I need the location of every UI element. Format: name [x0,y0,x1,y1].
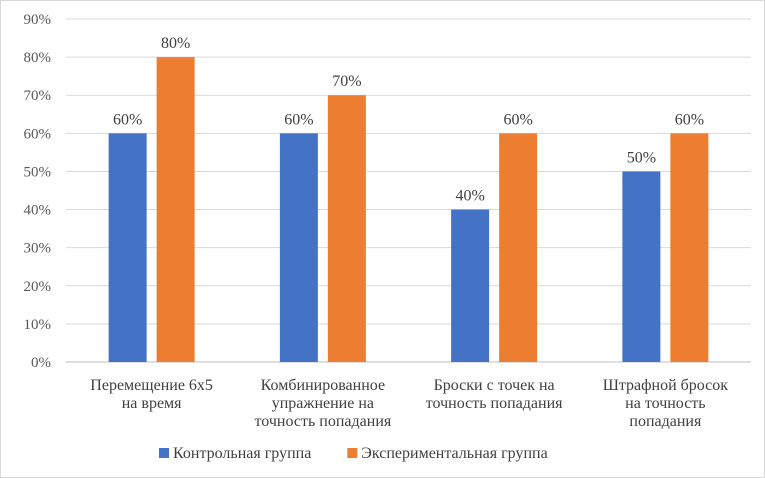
y-tick-label: 0% [31,355,51,371]
legend-label: Экспериментальная группа [361,445,547,462]
bar [670,133,709,362]
x-tick-label: Комбинированное упражнение на точность поп… [255,377,392,430]
y-tick-label: 50% [24,164,52,180]
y-tick-label: 40% [24,203,52,219]
bar [108,133,147,362]
data-label: 50% [627,149,656,166]
y-tick-label: 20% [24,279,52,295]
data-label: 60% [675,111,704,128]
bar [451,209,490,362]
data-label: 40% [455,188,484,205]
y-tick-label: 60% [24,126,52,142]
bar [499,133,538,362]
x-tick-label: Штрафной бросок на точность попадания [603,377,729,430]
bar [156,57,195,362]
bar [622,171,661,362]
y-tick-label: 70% [24,88,52,104]
data-label: 60% [284,111,313,128]
legend-label: Контрольная группа [173,445,311,462]
data-label: 80% [161,35,190,52]
bar [327,95,366,362]
y-tick-label: 10% [24,317,52,333]
x-tick-label: Броски с точек на точность попадания [426,377,563,412]
y-tick-label: 30% [24,241,52,257]
y-tick-label: 90% [24,12,52,28]
x-tick-label: Перемещение 6х5 на время [90,377,213,412]
bar [279,133,318,362]
data-label: 70% [332,73,361,90]
data-label: 60% [503,111,532,128]
legend-swatch [347,448,358,458]
y-tick-label: 80% [24,50,52,66]
legend-swatch [159,448,169,458]
data-label: 60% [113,111,142,128]
